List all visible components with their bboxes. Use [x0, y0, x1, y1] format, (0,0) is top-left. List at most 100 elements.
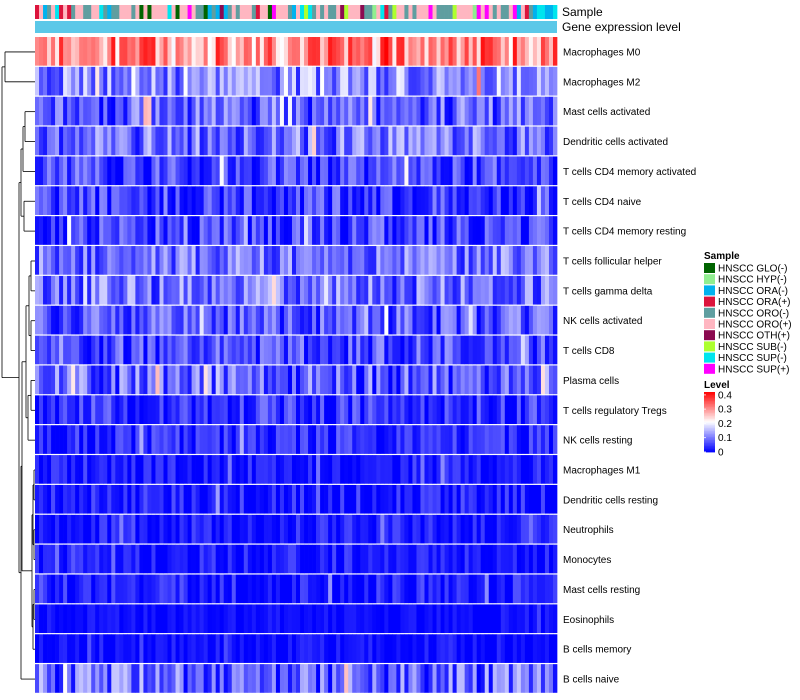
- heatmap-cell: [412, 96, 417, 126]
- heatmap-cell: [255, 664, 261, 693]
- heatmap-cell: [247, 66, 253, 96]
- heatmap-cell: [243, 425, 249, 454]
- heatmap-cell: [183, 37, 188, 66]
- heatmap-cell: [360, 246, 365, 275]
- heatmap-cell: [436, 634, 441, 663]
- heatmap-cell: [147, 664, 152, 693]
- heatmap-cell: [320, 246, 325, 275]
- heatmap-cell: [75, 574, 80, 604]
- heatmap-cell: [424, 365, 429, 395]
- heatmap-cell: [532, 216, 538, 245]
- sample-annotation-cell: [67, 5, 72, 19]
- heatmap-cell: [147, 126, 152, 156]
- heatmap-cell: [484, 544, 490, 574]
- heatmap-cell: [291, 275, 297, 305]
- heatmap-cell: [215, 126, 221, 156]
- heatmap-cell: [91, 455, 96, 484]
- heatmap-cell: [456, 186, 461, 215]
- heatmap-cell: [35, 216, 40, 245]
- heatmap-cell: [63, 664, 68, 693]
- heatmap-cell: [155, 126, 160, 156]
- heatmap-cell: [195, 604, 200, 634]
- heatmap-cell: [524, 455, 530, 484]
- heatmap-cell: [384, 66, 389, 96]
- heatmap-cell: [175, 544, 180, 574]
- heatmap-cell: [492, 365, 498, 395]
- heatmap-cell: [131, 246, 136, 275]
- heatmap-cell: [83, 514, 88, 544]
- heatmap-cell: [444, 335, 449, 365]
- heatmap-cell: [400, 574, 405, 604]
- heatmap-cell: [352, 186, 357, 215]
- heatmap-cell: [55, 634, 60, 663]
- heatmap-cell: [223, 275, 229, 305]
- heatmap-cell: [532, 484, 538, 514]
- heatmap-cell: [368, 156, 373, 186]
- heatmap-cell: [528, 66, 534, 96]
- heatmap-cell: [267, 574, 273, 604]
- heatmap-cell: [103, 96, 108, 126]
- heatmap-cell: [143, 574, 148, 604]
- heatmap-cell: [271, 37, 277, 66]
- heatmap-cell: [147, 484, 152, 514]
- heatmap-cell: [99, 634, 104, 663]
- heatmap-cell: [275, 156, 281, 186]
- heatmap-cell: [460, 604, 465, 634]
- heatmap-cell: [392, 186, 397, 215]
- heatmap-cell: [95, 305, 100, 335]
- heatmap-cell: [163, 574, 168, 604]
- heatmap-cell: [356, 484, 361, 514]
- heatmap-cell: [500, 216, 506, 245]
- heatmap-cell: [163, 37, 168, 66]
- heatmap-cell: [195, 574, 200, 604]
- heatmap-cell: [480, 216, 486, 245]
- heatmap-cell: [436, 544, 441, 574]
- sample-annotation-cell: [95, 5, 100, 19]
- heatmap-cell: [360, 156, 365, 186]
- heatmap-cell: [468, 126, 474, 156]
- row-label: NK cells activated: [563, 316, 642, 327]
- heatmap-cell: [191, 216, 196, 245]
- heatmap-cell: [484, 395, 490, 425]
- heatmap-cell: [544, 156, 550, 186]
- heatmap-cell: [83, 246, 88, 275]
- heatmap-cell: [231, 574, 237, 604]
- heatmap-cell: [203, 544, 209, 574]
- heatmap-cell: [372, 156, 377, 186]
- legend-colorbar-segment: [704, 395, 715, 397]
- heatmap-cell: [151, 604, 156, 634]
- heatmap-cell: [540, 425, 546, 454]
- heatmap-cell: [348, 246, 353, 275]
- heatmap-cell: [340, 574, 345, 604]
- heatmap-cell: [512, 96, 518, 126]
- heatmap-cell: [364, 395, 369, 425]
- heatmap-cell: [75, 335, 80, 365]
- heatmap-cell: [35, 574, 40, 604]
- heatmap-cell: [39, 96, 44, 126]
- heatmap-cell: [147, 305, 152, 335]
- heatmap-cell: [476, 395, 482, 425]
- heatmap-cell: [500, 544, 506, 574]
- heatmap-cell: [348, 305, 353, 335]
- sample-annotation-cell: [524, 5, 530, 19]
- heatmap-cell: [448, 425, 453, 454]
- heatmap-cell: [536, 664, 542, 693]
- heatmap-cell: [544, 186, 550, 215]
- heatmap-cell: [376, 544, 381, 574]
- heatmap-cell: [488, 544, 494, 574]
- heatmap-cell: [356, 335, 361, 365]
- legend-colorbar-segment: [704, 446, 715, 448]
- heatmap-cell: [300, 37, 305, 66]
- heatmap-cell: [484, 216, 490, 245]
- heatmap-cell: [340, 246, 345, 275]
- heatmap-cell: [460, 395, 465, 425]
- heatmap-cell: [532, 37, 538, 66]
- heatmap-cell: [476, 126, 482, 156]
- heatmap-cell: [376, 335, 381, 365]
- legend-colorbar-segment: [704, 450, 715, 453]
- heatmap-cell: [528, 664, 534, 693]
- heatmap-cell: [219, 544, 225, 574]
- heatmap-cell: [548, 96, 554, 126]
- heatmap-cell: [227, 275, 233, 305]
- heatmap-cell: [536, 425, 542, 454]
